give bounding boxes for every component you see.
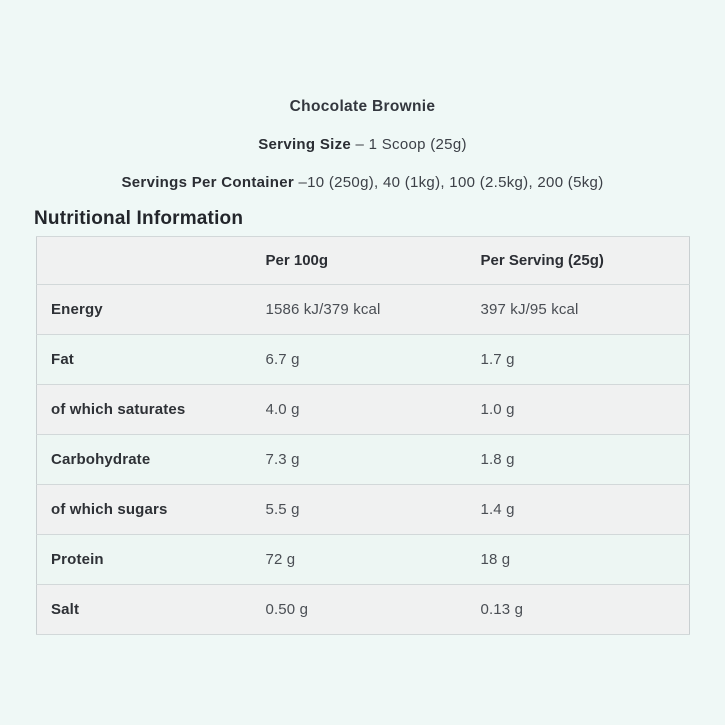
serving-size-line: Serving Size – 1 Scoop (25g)	[0, 136, 725, 153]
value-per-serving: 1.0 g	[480, 384, 690, 435]
value-per-serving: 1.4 g	[480, 484, 690, 535]
value-per-100g: 6.7 g	[265, 334, 481, 385]
column-header-per-serving: Per Serving (25g)	[480, 236, 690, 285]
value-per-serving: 0.13 g	[480, 584, 690, 635]
value-per-100g: 4.0 g	[265, 384, 481, 435]
serving-size-value: – 1 Scoop (25g)	[355, 136, 467, 153]
product-title: Chocolate Brownie	[289, 98, 436, 115]
table-row: Salt 0.50 g 0.13 g	[36, 584, 690, 635]
table-row: of which saturates 4.0 g 1.0 g	[36, 384, 690, 435]
row-label: Salt	[36, 584, 266, 635]
value-per-100g: 1586 kJ/379 kcal	[265, 284, 481, 335]
table-row: of which sugars 5.5 g 1.4 g	[36, 484, 690, 535]
table-row: Protein 72 g 18 g	[36, 534, 690, 585]
row-label: of which saturates	[36, 384, 266, 435]
serving-size-label: Serving Size	[258, 136, 352, 153]
nutritional-information-heading: Nutritional Information	[34, 208, 244, 229]
row-label: Protein	[36, 534, 266, 585]
value-per-serving: 1.8 g	[480, 434, 690, 485]
row-label: Energy	[36, 284, 266, 335]
value-per-100g: 0.50 g	[265, 584, 481, 635]
row-label: Fat	[36, 334, 266, 385]
table-header-row: Per 100g Per Serving (25g)	[36, 236, 690, 285]
value-per-100g: 72 g	[265, 534, 481, 585]
column-header-per-100g: Per 100g	[265, 236, 481, 285]
servings-per-container-value: –10 (250g), 40 (1kg), 100 (2.5kg), 200 (…	[298, 174, 604, 191]
value-per-serving: 18 g	[480, 534, 690, 585]
column-header-blank	[36, 236, 266, 285]
table-row: Carbohydrate 7.3 g 1.8 g	[36, 434, 690, 485]
servings-per-container-line: Servings Per Container –10 (250g), 40 (1…	[0, 174, 725, 191]
row-label: Carbohydrate	[36, 434, 266, 485]
nutrition-table: Per 100g Per Serving (25g) Energy 1586 k…	[36, 236, 690, 635]
row-label: of which sugars	[36, 484, 266, 535]
table-row: Fat 6.7 g 1.7 g	[36, 334, 690, 385]
value-per-serving: 397 kJ/95 kcal	[480, 284, 690, 335]
value-per-100g: 7.3 g	[265, 434, 481, 485]
value-per-100g: 5.5 g	[265, 484, 481, 535]
value-per-serving: 1.7 g	[480, 334, 690, 385]
table-row: Energy 1586 kJ/379 kcal 397 kJ/95 kcal	[36, 284, 690, 335]
servings-per-container-label: Servings Per Container	[121, 174, 294, 191]
